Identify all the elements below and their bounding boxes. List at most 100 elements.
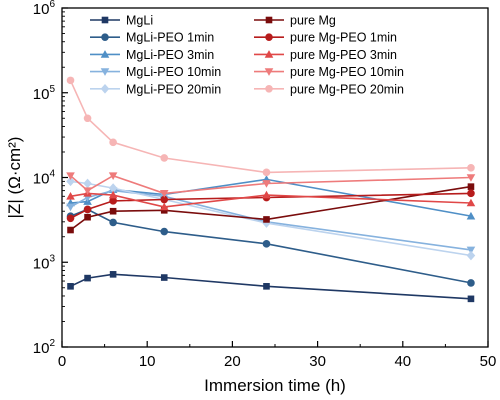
data-point — [466, 198, 476, 207]
y-tick-label: 106 — [33, 0, 56, 18]
x-axis-title: Immersion time (h) — [204, 376, 346, 395]
data-point — [160, 154, 169, 162]
series-line — [70, 178, 472, 217]
legend-label: pure Mg-PEO 20min — [290, 82, 404, 96]
data-point — [109, 138, 117, 147]
y-tick-label: 103 — [33, 253, 56, 272]
series-layer — [66, 76, 476, 303]
ticks-layer: 0 10 20 30 40 50 102 103 104 105 106 — [33, 0, 497, 370]
data-point — [66, 172, 75, 181]
series — [67, 183, 475, 234]
x-tick-label: 30 — [309, 353, 326, 370]
data-point — [109, 271, 117, 278]
data-point — [262, 240, 271, 248]
data-point — [467, 183, 475, 190]
data-point — [466, 250, 476, 261]
legend-item: MgLi-PEO 20min — [90, 82, 221, 96]
legend-item: MgLi-PEO 10min — [90, 65, 221, 79]
data-point — [84, 213, 91, 221]
y-axis-title: |Z| (Ω·cm²) — [5, 137, 24, 219]
legend-marker — [265, 16, 273, 24]
series-line — [70, 192, 472, 208]
data-point — [467, 279, 475, 287]
data-point — [467, 295, 475, 303]
data-point — [466, 211, 476, 220]
series-line — [70, 273, 472, 300]
data-point — [109, 218, 117, 227]
series — [66, 76, 475, 177]
data-point — [109, 197, 117, 205]
legend: MgLi MgLi-PEO 1min MgLi-PEO 3min MgLi-PEO 1… — [90, 14, 404, 96]
y-tick-label: 102 — [33, 338, 56, 357]
data-point — [66, 76, 75, 85]
legend-item: pure Mg-PEO 3min — [254, 48, 397, 62]
legend-item: MgLi-PEO 1min — [90, 31, 214, 45]
data-point — [262, 190, 271, 199]
data-point — [467, 189, 475, 198]
series-line — [69, 80, 472, 174]
legend-item: MgLi-PEO 3min — [90, 48, 214, 62]
data-point — [160, 274, 168, 281]
data-point — [83, 205, 92, 214]
data-point — [66, 176, 75, 187]
legend-label: MgLi-PEO 3min — [126, 48, 214, 62]
data-point — [66, 192, 75, 200]
data-point — [109, 207, 117, 215]
legend-marker — [265, 33, 273, 41]
legend-marker — [264, 50, 274, 58]
data-point — [466, 246, 476, 255]
data-point — [263, 283, 270, 290]
data-point — [262, 180, 271, 188]
data-point — [67, 283, 74, 290]
x-tick-label: 20 — [224, 353, 241, 370]
legend-label: pure Mg-PEO 10min — [290, 65, 404, 79]
data-point — [108, 183, 118, 193]
legend-marker — [101, 33, 109, 41]
legend-marker — [100, 84, 110, 94]
data-point — [84, 274, 91, 282]
legend-marker — [264, 68, 274, 76]
legend-item: MgLi — [90, 14, 153, 28]
data-point — [263, 216, 270, 223]
legend-marker — [100, 68, 110, 76]
data-point — [262, 168, 271, 177]
data-point — [67, 226, 74, 234]
legend-marker — [101, 16, 109, 24]
legend-label: MgLi-PEO 1min — [126, 31, 214, 45]
data-point — [66, 203, 75, 212]
legend-item: pure Mg-PEO 10min — [254, 65, 404, 79]
legend-label: MgLi-PEO 20min — [126, 82, 221, 96]
data-point — [108, 190, 118, 199]
x-tick-label: 0 — [58, 353, 66, 370]
legend-label: pure Mg-PEO 3min — [290, 48, 397, 62]
legend-label: pure Mg-PEO 1min — [290, 31, 397, 45]
y-tick-label: 104 — [33, 169, 56, 188]
legend-label: MgLi-PEO 10min — [126, 65, 221, 79]
legend-item: pure Mg-PEO 1min — [254, 31, 397, 45]
data-point — [66, 214, 75, 223]
data-point — [159, 190, 169, 198]
data-point — [108, 172, 118, 181]
data-point — [160, 227, 169, 236]
legend-item: pure Mg-PEO 20min — [254, 82, 404, 96]
data-point — [466, 174, 476, 182]
data-point — [83, 187, 92, 195]
series — [66, 172, 476, 198]
data-point — [83, 114, 92, 123]
series — [67, 271, 475, 303]
y-tick-label: 105 — [33, 84, 56, 103]
data-point — [467, 164, 475, 172]
data-point — [160, 207, 168, 214]
legend-marker — [265, 85, 273, 93]
legend-marker — [100, 50, 110, 58]
legend-label: MgLi — [126, 14, 153, 28]
x-tick-label: 40 — [394, 353, 411, 370]
x-tick-label: 50 — [480, 353, 497, 370]
legend-label: pure Mg — [290, 14, 336, 28]
data-point — [159, 202, 169, 211]
data-point — [83, 178, 92, 189]
x-tick-label: 10 — [139, 353, 156, 370]
data-point — [160, 195, 169, 204]
legend-item: pure Mg — [254, 14, 336, 28]
